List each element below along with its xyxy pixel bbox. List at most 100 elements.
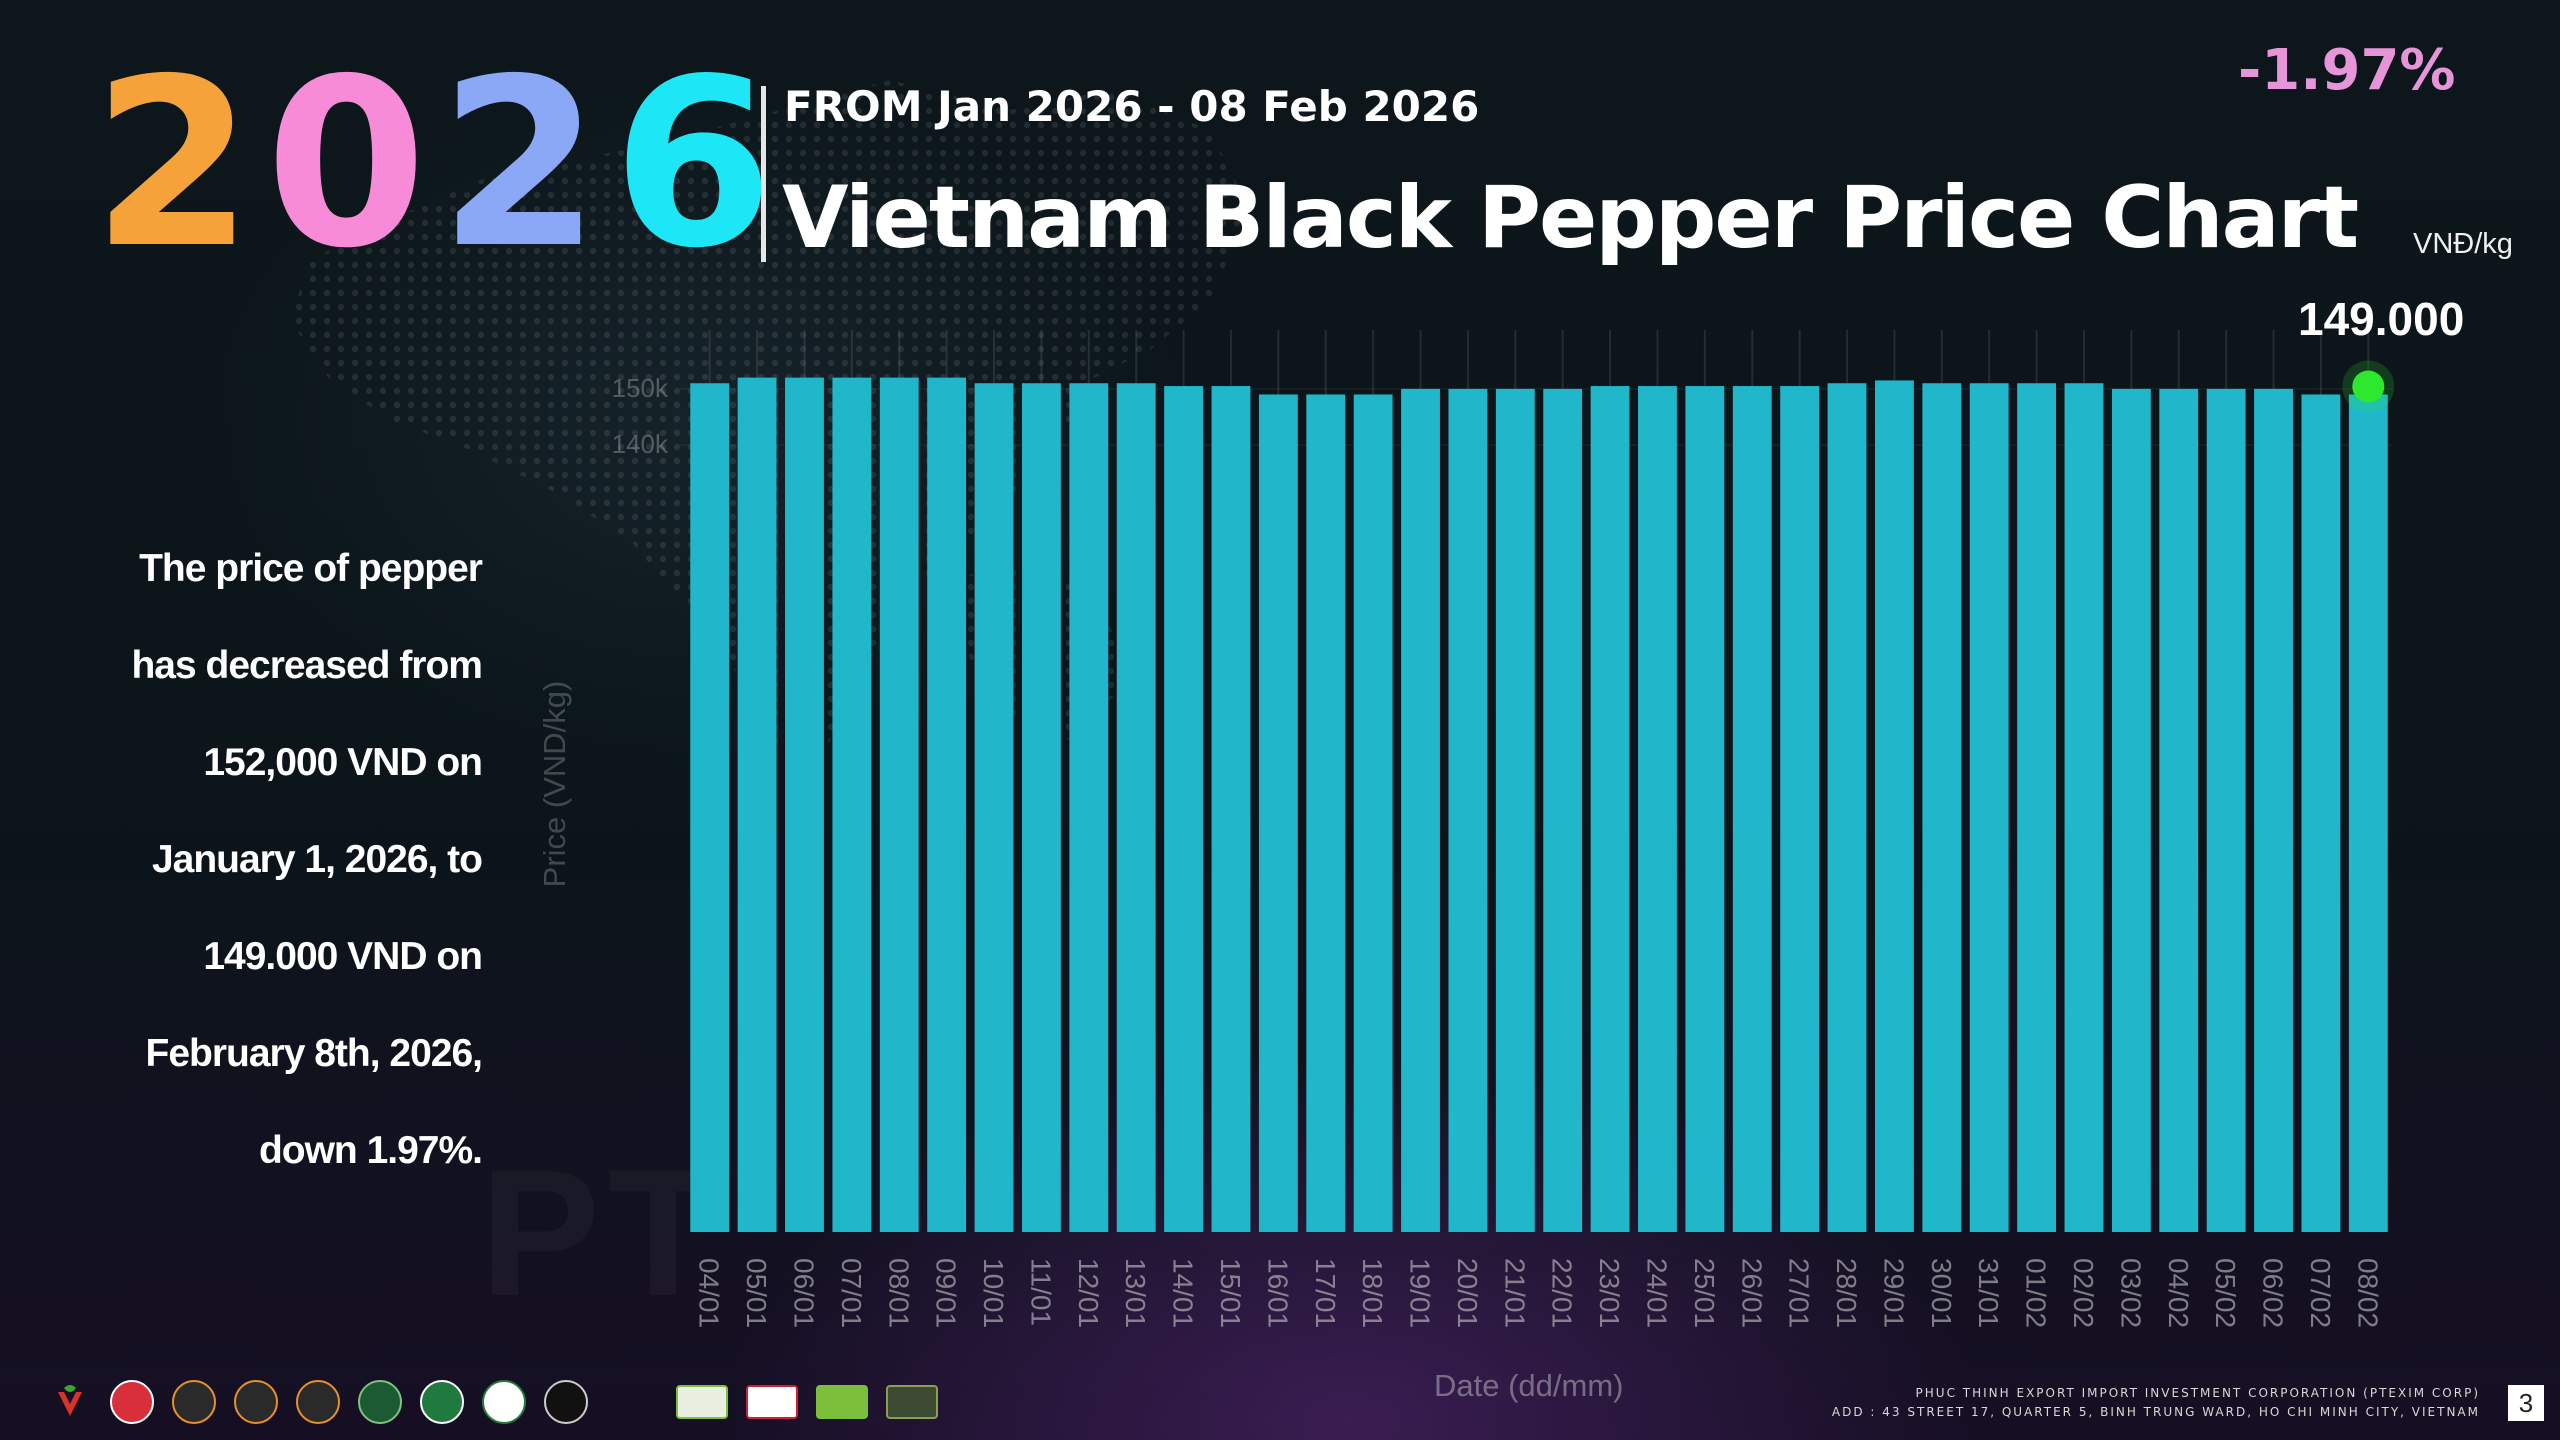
rainforest-logo xyxy=(358,1380,402,1424)
x-tick-label: 29/01 xyxy=(1878,1258,1909,1328)
x-tick-label: 12/01 xyxy=(1073,1258,1104,1328)
highlight-point xyxy=(2352,370,2385,403)
bar xyxy=(1401,388,1440,1232)
x-tick-label: 17/01 xyxy=(1310,1258,1341,1328)
bar xyxy=(1827,383,1867,1232)
unit-label: VNĐ/kg xyxy=(2413,228,2513,260)
x-tick-label: 03/02 xyxy=(2115,1258,2146,1328)
x-tick-label: 16/01 xyxy=(1262,1258,1293,1328)
x-tick-label: 30/01 xyxy=(1926,1258,1957,1328)
bar xyxy=(1448,388,1488,1232)
x-tick-label: 01/02 xyxy=(2021,1258,2052,1328)
bar xyxy=(2017,383,2057,1232)
x-tick-label: 20/01 xyxy=(1452,1258,1483,1328)
brcgs-logo xyxy=(676,1385,728,1419)
page-number: 3 xyxy=(2508,1385,2544,1421)
y-tick-label: 140k xyxy=(612,429,669,459)
bar xyxy=(1021,383,1061,1232)
x-tick-label: 04/02 xyxy=(2163,1258,2194,1328)
description-line: 149.000 VND on xyxy=(203,935,483,978)
bar xyxy=(1969,383,2009,1232)
year-heading: 2026 xyxy=(92,48,786,280)
fda-logo xyxy=(606,1385,658,1419)
description-line: January 1, 2026, to xyxy=(151,838,483,881)
bar xyxy=(832,377,872,1232)
bar xyxy=(1638,386,1677,1233)
description-line: down 1.97%. xyxy=(258,1129,483,1172)
x-tick-label: 28/01 xyxy=(1831,1258,1862,1328)
y-tick-label: 150k xyxy=(612,373,669,403)
x-axis-label: Date (dd/mm) xyxy=(1434,1368,1624,1403)
bar xyxy=(1685,386,1725,1233)
x-tick-label: 21/01 xyxy=(1499,1258,1530,1328)
chart-title: Vietnam Black Pepper Price Chart xyxy=(782,168,2359,268)
x-tick-label: 15/01 xyxy=(1215,1258,1246,1328)
bar xyxy=(1116,383,1156,1232)
uebt-logo xyxy=(886,1385,938,1419)
bar xyxy=(1590,386,1630,1233)
x-tick-label: 08/02 xyxy=(2352,1258,2383,1328)
x-tick-label: 31/01 xyxy=(1973,1258,2004,1328)
bar xyxy=(2348,394,2388,1233)
latest-price-label: 149.000 xyxy=(2298,293,2465,345)
year-digit: 2 xyxy=(438,29,613,299)
x-tick-label: 14/01 xyxy=(1168,1258,1199,1328)
ptexim-logo xyxy=(48,1380,92,1424)
x-tick-label: 18/01 xyxy=(1357,1258,1388,1328)
x-tick-label: 26/01 xyxy=(1736,1258,1767,1328)
x-tick-label: 05/02 xyxy=(2210,1258,2241,1328)
description-line: 152,000 VND on xyxy=(203,741,483,784)
bar xyxy=(974,383,1014,1232)
company-info: PHUC THINH EXPORT IMPORT INVESTMENT CORP… xyxy=(1832,1384,2480,1422)
kosher-logo xyxy=(544,1380,588,1424)
bar xyxy=(1353,394,1393,1233)
bar xyxy=(1874,380,1914,1232)
bar xyxy=(1258,394,1298,1233)
bar xyxy=(1495,388,1535,1232)
header-divider xyxy=(761,86,766,262)
company-name: PHUC THINH EXPORT IMPORT INVESTMENT CORP… xyxy=(1915,1386,2480,1400)
control-union-logo xyxy=(746,1385,798,1419)
bar xyxy=(2206,388,2246,1232)
bar xyxy=(1164,386,1204,1233)
x-tick-label: 05/01 xyxy=(741,1258,772,1328)
halal-logo xyxy=(420,1380,464,1424)
x-tick-label: 25/01 xyxy=(1689,1258,1720,1328)
x-tick-label: 07/02 xyxy=(2305,1258,2336,1328)
company-address: ADD : 43 STREET 17, QUARTER 5, BINH TRUN… xyxy=(1831,1405,2480,1419)
x-tick-label: 19/01 xyxy=(1405,1258,1436,1328)
x-tick-label: 24/01 xyxy=(1641,1258,1672,1328)
x-tick-label: 08/01 xyxy=(883,1258,914,1328)
certified-seal-logo-3 xyxy=(296,1380,340,1424)
bar xyxy=(927,377,967,1232)
certified-seal-logo xyxy=(172,1380,216,1424)
bar xyxy=(1780,386,1820,1233)
bar xyxy=(1922,383,1962,1232)
usda-organic-logo xyxy=(482,1380,526,1424)
bar xyxy=(737,377,777,1232)
bar xyxy=(785,377,824,1232)
x-tick-label: 06/02 xyxy=(2258,1258,2289,1328)
description-line: February 8th, 2026, xyxy=(145,1032,484,1075)
x-tick-label: 27/01 xyxy=(1784,1258,1815,1328)
x-tick-label: 09/01 xyxy=(931,1258,962,1328)
bar xyxy=(2254,388,2293,1232)
bar xyxy=(2159,388,2199,1232)
x-tick-label: 06/01 xyxy=(788,1258,819,1328)
vietfarm-logo xyxy=(110,1380,154,1424)
bar xyxy=(1306,394,1346,1233)
bar xyxy=(1069,383,1109,1232)
bar xyxy=(1543,388,1583,1232)
year-digit: 0 xyxy=(265,29,439,299)
x-tick-label: 23/01 xyxy=(1594,1258,1625,1328)
y-axis-label: Price (VND/kg) xyxy=(537,680,572,888)
bar xyxy=(2301,394,2341,1233)
x-tick-label: 22/01 xyxy=(1547,1258,1578,1328)
year-digit: 2 xyxy=(92,29,266,299)
x-tick-label: 10/01 xyxy=(978,1258,1009,1328)
x-tick-label: 07/01 xyxy=(836,1258,867,1328)
bar xyxy=(879,377,919,1232)
x-tick-label: 02/02 xyxy=(2068,1258,2099,1328)
x-tick-label: 13/01 xyxy=(1120,1258,1151,1328)
